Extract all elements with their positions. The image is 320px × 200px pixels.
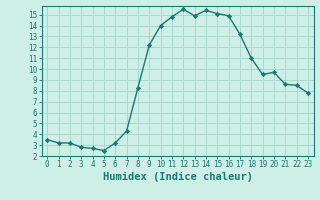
X-axis label: Humidex (Indice chaleur): Humidex (Indice chaleur) <box>103 172 252 182</box>
